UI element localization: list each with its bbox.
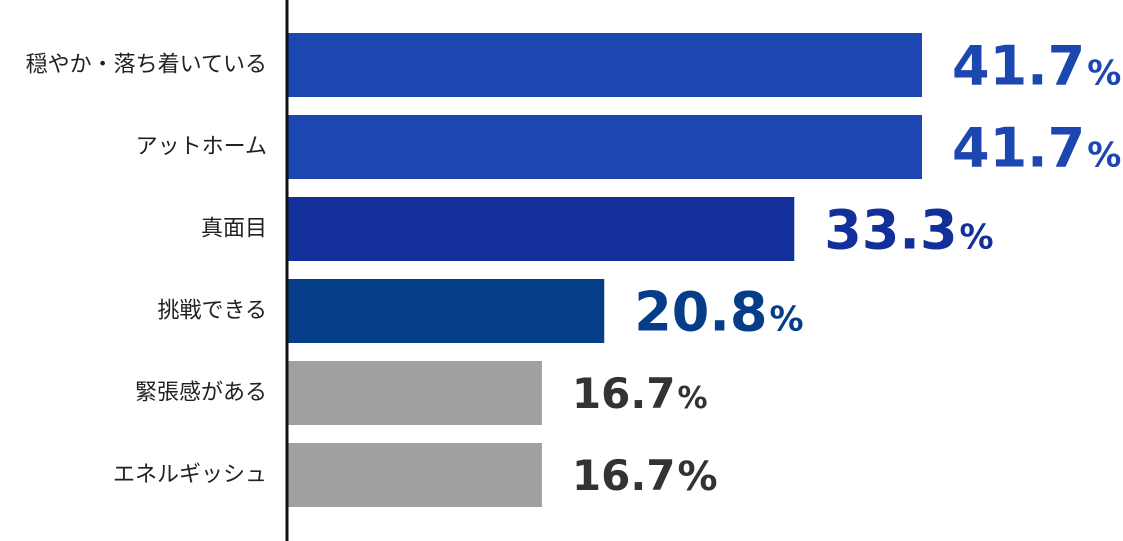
category-label-5: 緊張感がある	[135, 381, 267, 406]
category-label-3: 真面目	[201, 217, 267, 242]
bar-3	[288, 197, 795, 261]
value-number-6: 16.7	[572, 451, 676, 500]
value-label-3: 33.3%	[824, 198, 993, 261]
value-label-2: 41.7%	[952, 116, 1121, 179]
category-label-1: 穏やか・落ち着いている	[26, 53, 267, 78]
value-unit-3: %	[960, 217, 994, 257]
value-label-5: 16.7%	[572, 369, 708, 418]
bar-1	[288, 33, 922, 97]
value-unit-2: %	[1087, 135, 1121, 175]
value-number-2: 41.7	[952, 116, 1085, 179]
value-label-6: 16.7%	[572, 451, 718, 500]
value-number-3: 33.3	[824, 198, 957, 261]
value-unit-1: %	[1087, 53, 1121, 93]
value-number-5: 16.7	[572, 369, 676, 418]
category-label-4: 挑戦できる	[157, 299, 267, 324]
value-label-1: 41.7%	[952, 34, 1121, 97]
bar-6	[288, 443, 542, 507]
bar-2	[288, 115, 922, 179]
bars-layer	[288, 33, 922, 507]
value-number-4: 20.8	[634, 280, 767, 343]
value-unit-5: %	[678, 381, 708, 416]
value-labels-layer: 41.7%41.7%33.3%20.8%16.7%16.7%	[572, 34, 1121, 500]
value-unit-4: %	[769, 299, 803, 339]
bar-4	[288, 279, 605, 343]
value-unit-6: %	[678, 454, 718, 500]
value-number-1: 41.7	[952, 34, 1085, 97]
category-label-6: エネルギッシュ	[113, 463, 267, 488]
bar-5	[288, 361, 542, 425]
value-label-4: 20.8%	[634, 280, 803, 343]
category-label-2: アットホーム	[136, 135, 267, 160]
